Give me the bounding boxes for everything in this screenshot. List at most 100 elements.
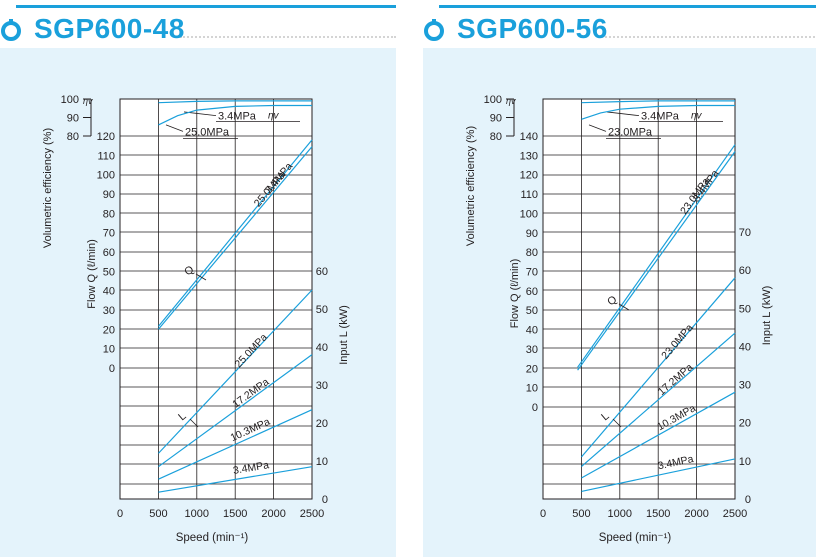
plot-frame — [542, 98, 736, 500]
flow-tick-label: 40 — [103, 286, 115, 298]
efficiency-series-label: 3.4MPa — [218, 111, 257, 123]
input-tick-label: 0 — [322, 494, 328, 506]
flow-tick-label: 0 — [532, 402, 538, 414]
leader-line — [195, 273, 207, 281]
input-tick-label: 60 — [739, 265, 751, 277]
flow-tick-label: 0 — [109, 363, 115, 375]
panel-header: SGP600-56 — [423, 0, 816, 48]
header-rule — [16, 5, 396, 8]
header-dotted-rule — [180, 36, 396, 38]
input-tick-label: 40 — [316, 342, 328, 354]
x-tick-label: 2000 — [261, 508, 285, 520]
x-tick-label: 500 — [149, 508, 167, 520]
input-tick-label: 0 — [745, 494, 751, 506]
flow-tick-label: 80 — [103, 208, 115, 220]
efficiency-series-label: 3.4MPa — [641, 111, 680, 123]
flow-tick-label: 70 — [103, 228, 115, 240]
input-tick-label: 60 — [316, 266, 328, 278]
flow-tick-label: 90 — [103, 189, 115, 201]
flow-tick-label: 100 — [520, 208, 538, 220]
input-tick-label: 40 — [739, 341, 751, 353]
series-line-input — [581, 458, 736, 492]
flow-axis-label: Flow Q (ℓ/min) — [86, 239, 98, 309]
flow-tick-label: 50 — [103, 266, 115, 278]
efficiency-tick-label: 100 — [484, 94, 502, 106]
series-line-flow — [157, 146, 313, 330]
series-line-input — [580, 277, 736, 458]
series-line-efficiency — [158, 104, 312, 126]
x-tick-label: 2500 — [723, 508, 747, 520]
flow-tick-label: 120 — [97, 131, 115, 143]
x-tick-label: 1000 — [608, 508, 632, 520]
efficiency-tick-label: 80 — [490, 131, 502, 143]
series-line-flow — [157, 139, 313, 327]
efficiency-tick-label: 90 — [490, 113, 502, 125]
efficiency-curve-label: ηv — [268, 111, 280, 122]
efficiency-axis-label: Volumetric efficiency (%) — [465, 126, 477, 246]
input-axis-label: Input L (kW) — [338, 305, 350, 365]
input-tick-label: 20 — [739, 418, 751, 430]
series-line-input — [581, 391, 736, 479]
flow-tick-label: 70 — [526, 267, 538, 279]
leader-line — [189, 418, 199, 428]
input-tick-label: 30 — [316, 380, 328, 392]
input-tick-label: 20 — [316, 418, 328, 430]
x-tick-label: 500 — [572, 508, 590, 520]
x-tick-label: 0 — [117, 508, 123, 520]
series-line-efficiency — [581, 104, 735, 120]
leader-line — [165, 124, 184, 132]
efficiency-tick-label: 100 — [61, 94, 79, 106]
flow-axis-label: Flow Q (ℓ/min) — [509, 259, 521, 329]
x-axis-label: Speed (min⁻¹) — [176, 532, 249, 544]
panel-title: SGP600-56 — [457, 13, 608, 44]
series-line-flow — [577, 151, 736, 371]
series-line-input — [158, 466, 313, 493]
flow-tick-label: 30 — [103, 305, 115, 317]
input-tick-label: 10 — [739, 456, 751, 468]
flow-tick-label: 110 — [97, 150, 115, 162]
pump-ring-icon — [424, 19, 444, 41]
leader-line — [606, 111, 640, 117]
series-line-efficiency — [158, 100, 312, 104]
flow-tick-label: 90 — [526, 228, 538, 240]
input-tick-label: 10 — [316, 456, 328, 468]
efficiency-series-label: 25.0MPa — [185, 126, 230, 138]
input-tick-label: 50 — [316, 304, 328, 316]
series-line-input — [157, 289, 313, 454]
series-line-input — [158, 354, 313, 468]
x-tick-label: 2000 — [684, 508, 708, 520]
efficiency-series-label: 23.0MPa — [608, 126, 653, 138]
flow-tick-label: 20 — [526, 363, 538, 375]
pump-ring-icon — [1, 19, 21, 41]
efficiency-symbol: ηv — [506, 96, 516, 106]
flow-tick-label: 10 — [526, 383, 538, 395]
input-axis-label: Input L (kW) — [761, 286, 773, 346]
flow-tick-label: 30 — [526, 344, 538, 356]
input-series-label: 3.4MPa — [232, 459, 270, 477]
header-rule — [439, 5, 816, 8]
panel-sgp600-56: SGP600-56 0 500 1000 1500 2000 2500 Speed (min… — [423, 0, 816, 557]
flow-tick-label: 20 — [103, 324, 115, 336]
chart-area: 0 500 1000 1500 2000 2500 Speed (min⁻¹) 100 90 80… — [0, 48, 396, 557]
input-tick-label: 30 — [739, 380, 751, 392]
flow-tick-label: 10 — [103, 344, 115, 356]
leader-line — [612, 418, 622, 428]
series-line-flow — [577, 144, 736, 368]
flow-tick-label: 130 — [520, 150, 538, 162]
flow-tick-label: 50 — [526, 305, 538, 317]
x-tick-label: 1500 — [223, 508, 247, 520]
x-tick-label: 1000 — [185, 508, 209, 520]
x-axis-label: Speed (min⁻¹) — [599, 532, 672, 544]
efficiency-tick-label: 90 — [67, 113, 79, 125]
series-line-efficiency — [581, 100, 735, 104]
x-tick-label: 2500 — [300, 508, 324, 520]
input-tick-label: 50 — [739, 303, 751, 315]
leader-line — [618, 303, 630, 311]
panel-title: SGP600-48 — [34, 13, 185, 44]
flow-tick-label: 140 — [520, 131, 538, 143]
efficiency-symbol: ηv — [83, 96, 93, 106]
x-tick-label: 0 — [540, 508, 546, 520]
leader-line — [588, 124, 607, 132]
efficiency-axis-label: Volumetric efficiency (%) — [42, 128, 54, 248]
